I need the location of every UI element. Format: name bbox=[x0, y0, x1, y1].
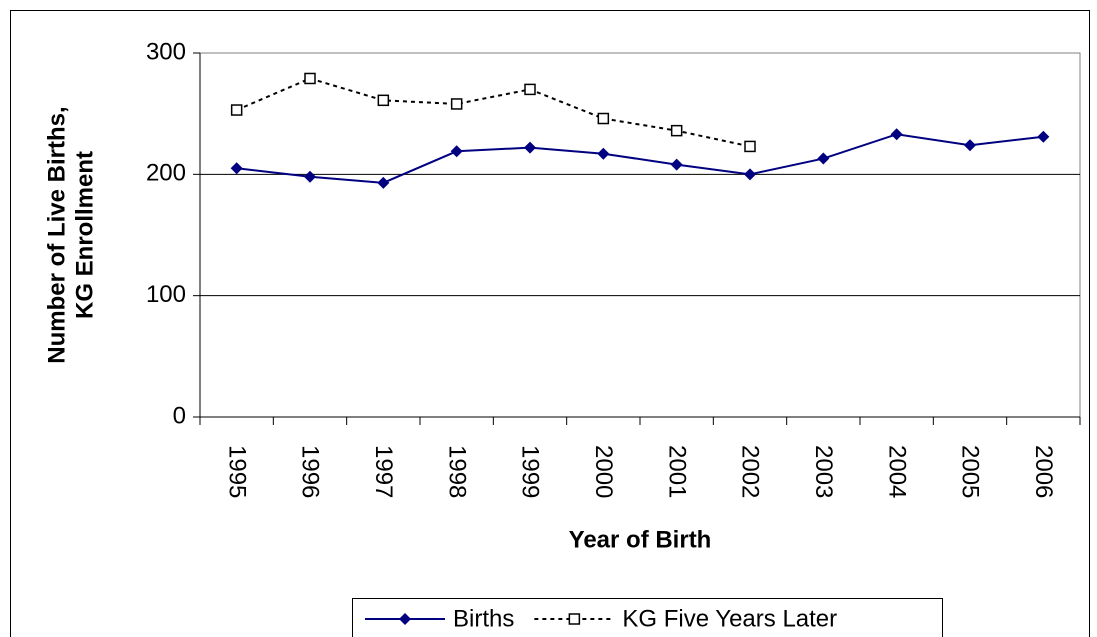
point bbox=[524, 141, 536, 154]
x-tick-label: 2006 bbox=[1030, 445, 1057, 498]
x-tick-label: 1995 bbox=[223, 445, 250, 498]
x-tick-label: 1999 bbox=[517, 445, 544, 498]
y-tick-label: 0 bbox=[173, 402, 186, 429]
x-tick-label: 2005 bbox=[957, 445, 984, 498]
plot-area bbox=[199, 52, 1081, 418]
series-line bbox=[236, 77, 751, 148]
y-axis-title-line: Number of Live Births, bbox=[43, 106, 70, 363]
point bbox=[304, 170, 316, 183]
x-tick-label: 2000 bbox=[590, 445, 617, 498]
point bbox=[524, 83, 536, 96]
point bbox=[230, 104, 243, 116]
point bbox=[744, 140, 756, 153]
x-tick-label: 2003 bbox=[810, 445, 837, 498]
legend-label: KG Five Years Later bbox=[622, 605, 837, 632]
point bbox=[817, 152, 830, 165]
point bbox=[450, 98, 463, 110]
point bbox=[890, 128, 903, 141]
x-tick-label: 2004 bbox=[883, 445, 910, 498]
legend-label: Births bbox=[453, 605, 514, 632]
x-tick-label: 1996 bbox=[297, 445, 324, 498]
y-tick-label: 200 bbox=[146, 160, 186, 187]
x-tick-label: 1998 bbox=[443, 445, 470, 498]
point bbox=[964, 139, 976, 152]
y-tick-label: 100 bbox=[146, 281, 186, 308]
point bbox=[670, 124, 683, 137]
point bbox=[450, 145, 463, 158]
y-axis-title-line: KG Enrollment bbox=[71, 151, 98, 319]
x-tick-label: 2001 bbox=[663, 445, 690, 498]
legend-marker bbox=[399, 613, 411, 625]
x-tick-label: 1997 bbox=[370, 445, 397, 498]
point bbox=[1037, 130, 1050, 143]
point bbox=[377, 176, 390, 189]
y-tick-label: 300 bbox=[146, 38, 186, 65]
x-tick-label: 2002 bbox=[737, 445, 764, 498]
point bbox=[377, 94, 390, 107]
legend-marker bbox=[568, 613, 581, 625]
point bbox=[230, 162, 243, 175]
series-line bbox=[236, 133, 1044, 184]
point bbox=[744, 168, 756, 181]
x-axis-title: Year of Birth bbox=[569, 526, 712, 553]
point bbox=[597, 112, 610, 125]
point bbox=[304, 72, 316, 85]
legend bbox=[352, 598, 943, 637]
point bbox=[670, 158, 683, 171]
y-axis-title: Number of Live Births, KG Enrollment bbox=[43, 106, 98, 363]
point bbox=[597, 147, 610, 160]
